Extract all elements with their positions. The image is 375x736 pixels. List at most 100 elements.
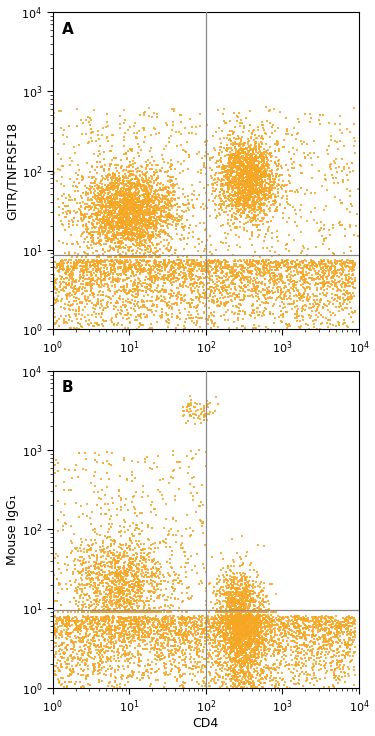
Point — [233, 612, 239, 623]
Point — [254, 623, 260, 634]
Point — [225, 185, 231, 197]
Point — [112, 202, 118, 213]
Point — [171, 262, 177, 274]
Point — [101, 213, 107, 225]
Point — [333, 280, 339, 292]
Point — [256, 631, 262, 643]
Point — [100, 186, 106, 198]
Point — [267, 291, 273, 303]
Point — [85, 566, 91, 578]
Point — [237, 616, 243, 628]
Point — [128, 234, 134, 246]
Point — [201, 646, 207, 658]
Point — [242, 644, 248, 656]
Point — [135, 647, 141, 659]
Point — [69, 282, 75, 294]
Point — [132, 578, 138, 590]
Point — [224, 569, 230, 581]
Point — [347, 645, 353, 657]
Point — [115, 216, 121, 227]
Point — [244, 165, 250, 177]
Point — [230, 152, 236, 163]
Point — [320, 287, 326, 299]
Point — [65, 260, 71, 272]
Point — [233, 202, 239, 213]
Point — [61, 476, 67, 488]
Point — [125, 189, 131, 201]
Point — [114, 219, 120, 231]
Point — [189, 270, 195, 282]
Point — [82, 654, 88, 665]
Point — [255, 179, 261, 191]
Point — [285, 275, 291, 286]
Point — [230, 616, 236, 628]
Point — [142, 213, 148, 224]
Point — [160, 590, 166, 601]
Point — [147, 269, 153, 280]
Point — [236, 194, 242, 205]
Point — [142, 620, 148, 632]
Point — [238, 681, 244, 693]
Point — [279, 627, 285, 639]
Point — [123, 196, 129, 208]
Point — [207, 624, 213, 636]
Point — [332, 663, 338, 675]
Point — [266, 645, 272, 657]
Point — [54, 315, 60, 327]
Point — [177, 616, 183, 628]
Point — [243, 619, 249, 631]
Point — [247, 628, 253, 640]
Point — [122, 243, 128, 255]
Point — [282, 288, 288, 300]
Point — [237, 645, 243, 657]
Point — [344, 611, 350, 623]
Point — [116, 238, 122, 250]
Point — [70, 612, 76, 624]
Point — [135, 584, 141, 596]
Point — [263, 635, 269, 647]
Point — [186, 297, 192, 308]
Point — [132, 580, 138, 592]
Point — [67, 269, 73, 280]
Point — [317, 323, 323, 335]
Point — [110, 637, 116, 648]
Point — [231, 624, 237, 636]
Point — [271, 649, 277, 661]
Point — [130, 198, 136, 210]
Point — [105, 606, 111, 618]
Point — [172, 618, 178, 629]
Point — [100, 540, 106, 552]
Point — [321, 311, 327, 322]
Point — [145, 185, 151, 197]
Point — [141, 597, 147, 609]
Point — [132, 224, 138, 236]
Point — [105, 188, 111, 200]
Point — [105, 589, 111, 601]
Point — [76, 303, 82, 315]
Point — [156, 274, 162, 286]
Point — [149, 111, 155, 123]
Point — [249, 596, 255, 608]
Point — [294, 615, 300, 627]
Point — [97, 206, 103, 218]
Point — [126, 261, 132, 273]
Point — [161, 227, 167, 238]
Point — [148, 281, 154, 293]
Point — [92, 177, 98, 189]
Point — [267, 182, 273, 194]
Point — [232, 196, 238, 208]
Point — [94, 317, 100, 329]
Point — [147, 587, 153, 598]
Point — [304, 622, 310, 634]
Point — [196, 661, 202, 673]
Point — [168, 260, 174, 272]
Point — [186, 611, 192, 623]
Point — [276, 276, 282, 288]
Point — [328, 632, 334, 644]
Point — [220, 286, 226, 297]
Point — [307, 116, 313, 128]
Point — [228, 589, 234, 601]
Point — [117, 252, 123, 263]
Point — [228, 616, 234, 628]
Point — [235, 657, 241, 668]
